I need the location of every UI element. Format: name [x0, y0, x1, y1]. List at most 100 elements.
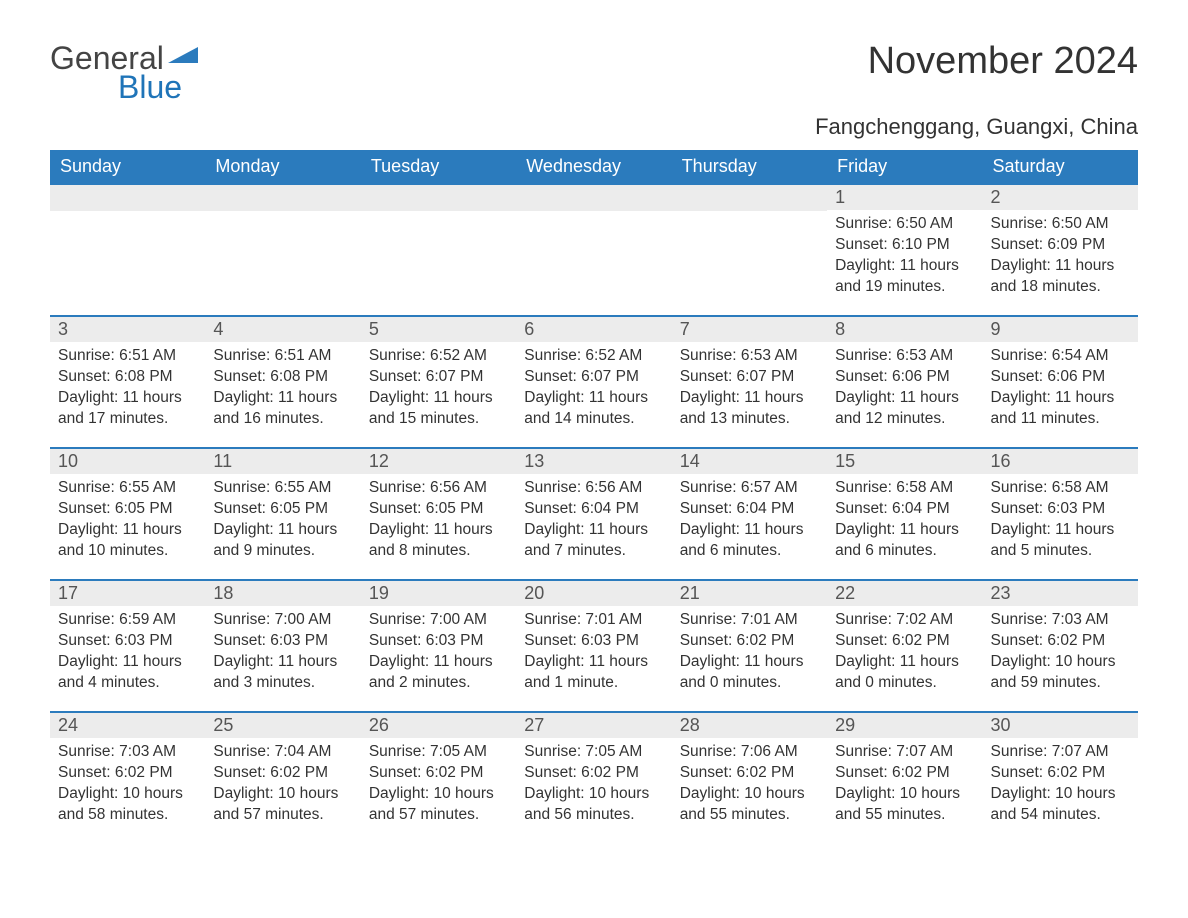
daylight-text: Daylight: 10 hours and 55 minutes. [680, 784, 819, 826]
weekday-header-row: Sunday Monday Tuesday Wednesday Thursday… [50, 150, 1138, 184]
sunrise-text: Sunrise: 6:57 AM [680, 478, 819, 499]
day-number: 29 [827, 713, 982, 738]
day-body: Sunrise: 6:59 AMSunset: 6:03 PMDaylight:… [50, 606, 205, 698]
day-body: Sunrise: 6:54 AMSunset: 6:06 PMDaylight:… [983, 342, 1138, 434]
calendar-day-cell: 4Sunrise: 6:51 AMSunset: 6:08 PMDaylight… [205, 316, 360, 448]
day-body: Sunrise: 7:03 AMSunset: 6:02 PMDaylight:… [983, 606, 1138, 698]
day-body: Sunrise: 7:00 AMSunset: 6:03 PMDaylight:… [205, 606, 360, 698]
sunrise-text: Sunrise: 7:01 AM [680, 610, 819, 631]
calendar-day-cell [516, 184, 671, 316]
calendar-week-row: 1Sunrise: 6:50 AMSunset: 6:10 PMDaylight… [50, 184, 1138, 316]
sunset-text: Sunset: 6:02 PM [991, 631, 1130, 652]
sunrise-text: Sunrise: 6:50 AM [991, 214, 1130, 235]
sunset-text: Sunset: 6:02 PM [213, 763, 352, 784]
daylight-text: Daylight: 11 hours and 10 minutes. [58, 520, 197, 562]
daylight-text: Daylight: 10 hours and 57 minutes. [213, 784, 352, 826]
day-number: 3 [50, 317, 205, 342]
calendar-day-cell: 2Sunrise: 6:50 AMSunset: 6:09 PMDaylight… [983, 184, 1138, 316]
sunset-text: Sunset: 6:08 PM [213, 367, 352, 388]
day-number: 13 [516, 449, 671, 474]
day-number: 23 [983, 581, 1138, 606]
sunset-text: Sunset: 6:07 PM [680, 367, 819, 388]
day-body: Sunrise: 7:07 AMSunset: 6:02 PMDaylight:… [983, 738, 1138, 830]
sunrise-text: Sunrise: 6:51 AM [58, 346, 197, 367]
sunset-text: Sunset: 6:07 PM [524, 367, 663, 388]
sunset-text: Sunset: 6:04 PM [835, 499, 974, 520]
daylight-text: Daylight: 11 hours and 19 minutes. [835, 256, 974, 298]
sunrise-text: Sunrise: 6:53 AM [835, 346, 974, 367]
day-body: Sunrise: 6:56 AMSunset: 6:04 PMDaylight:… [516, 474, 671, 566]
daylight-text: Daylight: 11 hours and 7 minutes. [524, 520, 663, 562]
daylight-text: Daylight: 11 hours and 13 minutes. [680, 388, 819, 430]
sunset-text: Sunset: 6:02 PM [369, 763, 508, 784]
calendar-day-cell: 29Sunrise: 7:07 AMSunset: 6:02 PMDayligh… [827, 712, 982, 844]
daylight-text: Daylight: 11 hours and 0 minutes. [680, 652, 819, 694]
daylight-text: Daylight: 10 hours and 55 minutes. [835, 784, 974, 826]
sunrise-text: Sunrise: 6:58 AM [835, 478, 974, 499]
calendar-day-cell [361, 184, 516, 316]
calendar-day-cell: 10Sunrise: 6:55 AMSunset: 6:05 PMDayligh… [50, 448, 205, 580]
sunrise-text: Sunrise: 6:55 AM [213, 478, 352, 499]
day-body: Sunrise: 6:51 AMSunset: 6:08 PMDaylight:… [205, 342, 360, 434]
calendar-day-cell: 24Sunrise: 7:03 AMSunset: 6:02 PMDayligh… [50, 712, 205, 844]
calendar-day-cell: 20Sunrise: 7:01 AMSunset: 6:03 PMDayligh… [516, 580, 671, 712]
sunset-text: Sunset: 6:09 PM [991, 235, 1130, 256]
logo: General Blue [50, 40, 198, 106]
sunset-text: Sunset: 6:05 PM [369, 499, 508, 520]
weekday-header: Monday [205, 150, 360, 184]
day-number: 4 [205, 317, 360, 342]
sunrise-text: Sunrise: 7:05 AM [524, 742, 663, 763]
sunset-text: Sunset: 6:06 PM [991, 367, 1130, 388]
day-body: Sunrise: 7:02 AMSunset: 6:02 PMDaylight:… [827, 606, 982, 698]
day-number [205, 185, 360, 211]
daylight-text: Daylight: 11 hours and 6 minutes. [680, 520, 819, 562]
day-number: 22 [827, 581, 982, 606]
calendar-day-cell: 9Sunrise: 6:54 AMSunset: 6:06 PMDaylight… [983, 316, 1138, 448]
day-body: Sunrise: 6:55 AMSunset: 6:05 PMDaylight:… [50, 474, 205, 566]
sunrise-text: Sunrise: 7:06 AM [680, 742, 819, 763]
sunrise-text: Sunrise: 7:03 AM [991, 610, 1130, 631]
sunrise-text: Sunrise: 6:54 AM [991, 346, 1130, 367]
day-body: Sunrise: 7:03 AMSunset: 6:02 PMDaylight:… [50, 738, 205, 830]
sunrise-text: Sunrise: 7:00 AM [213, 610, 352, 631]
day-number [672, 185, 827, 211]
page-title: November 2024 [868, 40, 1138, 83]
sunrise-text: Sunrise: 7:07 AM [835, 742, 974, 763]
daylight-text: Daylight: 11 hours and 18 minutes. [991, 256, 1130, 298]
sunrise-text: Sunrise: 7:04 AM [213, 742, 352, 763]
sunset-text: Sunset: 6:03 PM [991, 499, 1130, 520]
day-body: Sunrise: 6:58 AMSunset: 6:04 PMDaylight:… [827, 474, 982, 566]
sunset-text: Sunset: 6:02 PM [58, 763, 197, 784]
calendar-day-cell: 17Sunrise: 6:59 AMSunset: 6:03 PMDayligh… [50, 580, 205, 712]
sunset-text: Sunset: 6:04 PM [524, 499, 663, 520]
calendar-day-cell [672, 184, 827, 316]
sunrise-text: Sunrise: 6:51 AM [213, 346, 352, 367]
day-number [361, 185, 516, 211]
day-body: Sunrise: 7:05 AMSunset: 6:02 PMDaylight:… [516, 738, 671, 830]
day-number [516, 185, 671, 211]
daylight-text: Daylight: 11 hours and 6 minutes. [835, 520, 974, 562]
calendar-week-row: 10Sunrise: 6:55 AMSunset: 6:05 PMDayligh… [50, 448, 1138, 580]
day-body: Sunrise: 6:55 AMSunset: 6:05 PMDaylight:… [205, 474, 360, 566]
calendar-day-cell: 23Sunrise: 7:03 AMSunset: 6:02 PMDayligh… [983, 580, 1138, 712]
location-text: Fangchenggang, Guangxi, China [50, 114, 1138, 140]
daylight-text: Daylight: 11 hours and 5 minutes. [991, 520, 1130, 562]
sunrise-text: Sunrise: 6:53 AM [680, 346, 819, 367]
logo-text-blue: Blue [118, 69, 182, 106]
day-number: 26 [361, 713, 516, 738]
daylight-text: Daylight: 11 hours and 15 minutes. [369, 388, 508, 430]
daylight-text: Daylight: 10 hours and 58 minutes. [58, 784, 197, 826]
sunrise-text: Sunrise: 6:52 AM [369, 346, 508, 367]
day-number: 7 [672, 317, 827, 342]
flag-icon [168, 47, 198, 67]
sunset-text: Sunset: 6:08 PM [58, 367, 197, 388]
sunrise-text: Sunrise: 6:55 AM [58, 478, 197, 499]
sunset-text: Sunset: 6:10 PM [835, 235, 974, 256]
day-body: Sunrise: 6:57 AMSunset: 6:04 PMDaylight:… [672, 474, 827, 566]
daylight-text: Daylight: 11 hours and 11 minutes. [991, 388, 1130, 430]
daylight-text: Daylight: 10 hours and 54 minutes. [991, 784, 1130, 826]
calendar-day-cell [205, 184, 360, 316]
day-body: Sunrise: 6:52 AMSunset: 6:07 PMDaylight:… [361, 342, 516, 434]
sunrise-text: Sunrise: 6:58 AM [991, 478, 1130, 499]
calendar-day-cell [50, 184, 205, 316]
